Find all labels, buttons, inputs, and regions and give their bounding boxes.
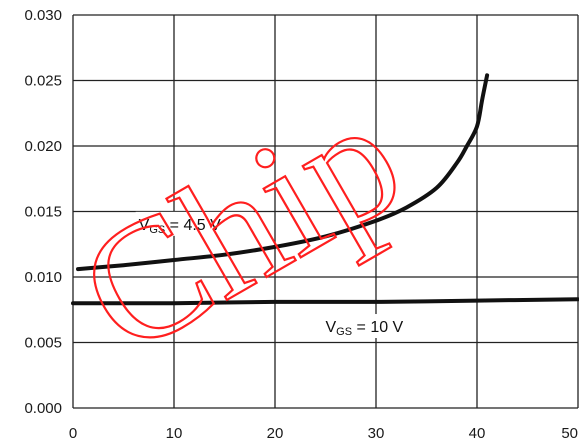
- y-tick-label: 0.015: [24, 204, 62, 221]
- series-line-0: [76, 73, 490, 272]
- series-labels: VGS = 4.5 V VGS = 10 V: [135, 211, 441, 339]
- series-line-1: [71, 297, 579, 306]
- x-tick-label: 50: [561, 425, 578, 442]
- y-tick-label: 0.000: [24, 400, 62, 417]
- series-label-1: VGS = 10 V: [326, 319, 404, 338]
- series-lines: [71, 73, 579, 306]
- series-label-background: [135, 211, 254, 236]
- x-tick-label: 30: [368, 425, 385, 442]
- y-tick-label: 0.025: [24, 73, 62, 90]
- y-tick-label: 0.020: [24, 138, 62, 155]
- series-label-background: [322, 314, 441, 339]
- y-tick-labels: 0.000 0.005 0.010 0.015 0.020 0.025 0.030: [24, 7, 62, 417]
- y-tick-label: 0.030: [24, 7, 62, 24]
- x-tick-label: 10: [166, 425, 183, 442]
- x-tick-label: 20: [267, 425, 284, 442]
- x-tick-labels: 0 10 20 30 40 50: [69, 425, 578, 442]
- x-tick-label: 40: [469, 425, 486, 442]
- x-tick-label: 0: [69, 425, 77, 442]
- grid: [72, 14, 579, 409]
- series-label-0: VGS = 4.5 V: [139, 217, 222, 236]
- y-tick-label: 0.010: [24, 269, 62, 286]
- y-tick-label: 0.005: [24, 335, 62, 352]
